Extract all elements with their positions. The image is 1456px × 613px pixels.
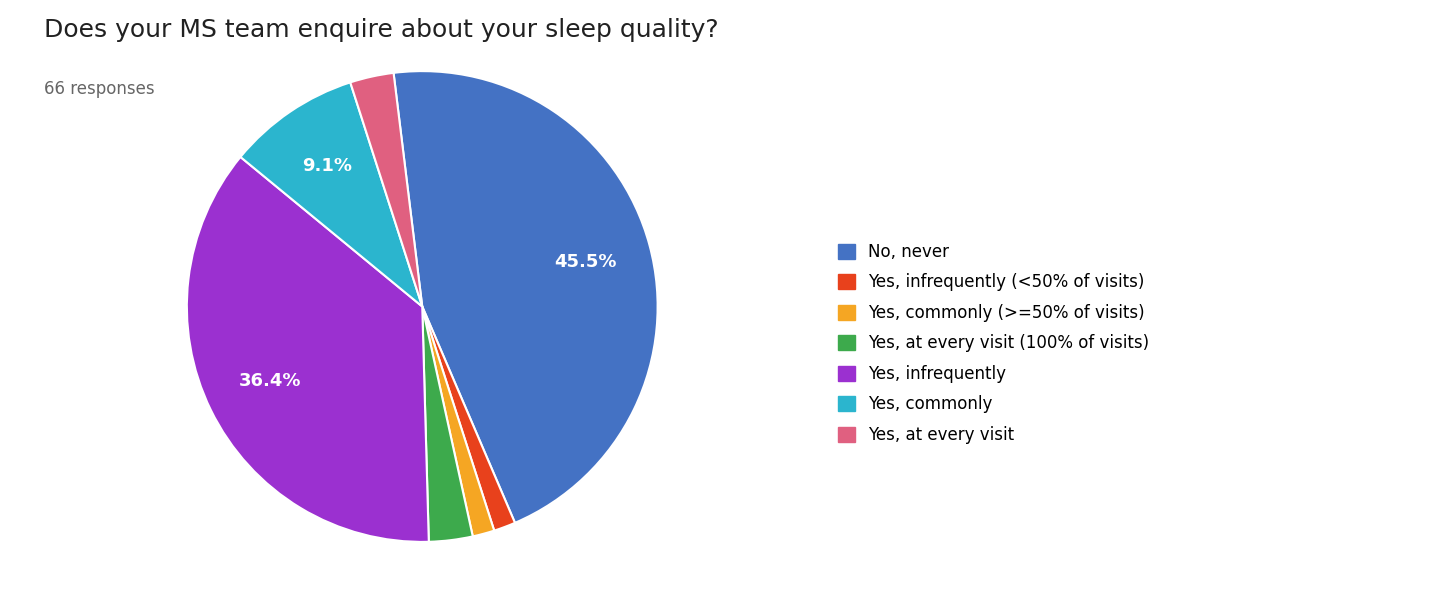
Wedge shape <box>351 73 422 306</box>
Text: 9.1%: 9.1% <box>301 158 352 175</box>
Text: 66 responses: 66 responses <box>44 80 154 97</box>
Wedge shape <box>240 82 422 306</box>
Wedge shape <box>393 71 658 523</box>
Text: 45.5%: 45.5% <box>555 253 617 272</box>
Wedge shape <box>186 157 430 542</box>
Wedge shape <box>422 306 515 531</box>
Wedge shape <box>422 306 494 536</box>
Wedge shape <box>422 306 473 542</box>
Text: Does your MS team enquire about your sleep quality?: Does your MS team enquire about your sle… <box>44 18 718 42</box>
Legend: No, never, Yes, infrequently (<50% of visits), Yes, commonly (>=50% of visits), : No, never, Yes, infrequently (<50% of vi… <box>839 243 1149 444</box>
Text: 36.4%: 36.4% <box>239 372 301 390</box>
